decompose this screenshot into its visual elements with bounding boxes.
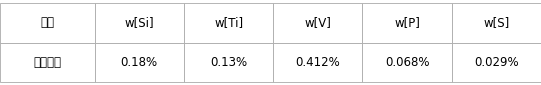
Bar [273, 42, 362, 82]
Bar [452, 3, 541, 42]
Bar [95, 3, 184, 42]
Text: w[V]: w[V] [305, 16, 331, 29]
Text: 0.068%: 0.068% [385, 56, 430, 69]
Text: w[S]: w[S] [483, 16, 510, 29]
Text: 预处理前: 预处理前 [34, 56, 61, 69]
Bar [0, 42, 95, 82]
Text: 铁水: 铁水 [41, 16, 54, 29]
Text: 0.029%: 0.029% [474, 56, 519, 69]
Text: w[P]: w[P] [394, 16, 420, 29]
Text: 0.412%: 0.412% [295, 56, 340, 69]
Text: 0.13%: 0.13% [210, 56, 247, 69]
Bar [362, 3, 452, 42]
Bar [452, 42, 541, 82]
Text: w[Si]: w[Si] [124, 16, 154, 29]
Text: w[Ti]: w[Ti] [214, 16, 243, 29]
Bar [95, 42, 184, 82]
Bar [184, 42, 273, 82]
Bar [0, 3, 95, 42]
Text: 0.18%: 0.18% [121, 56, 158, 69]
Bar [273, 3, 362, 42]
Bar [362, 42, 452, 82]
Bar [184, 3, 273, 42]
